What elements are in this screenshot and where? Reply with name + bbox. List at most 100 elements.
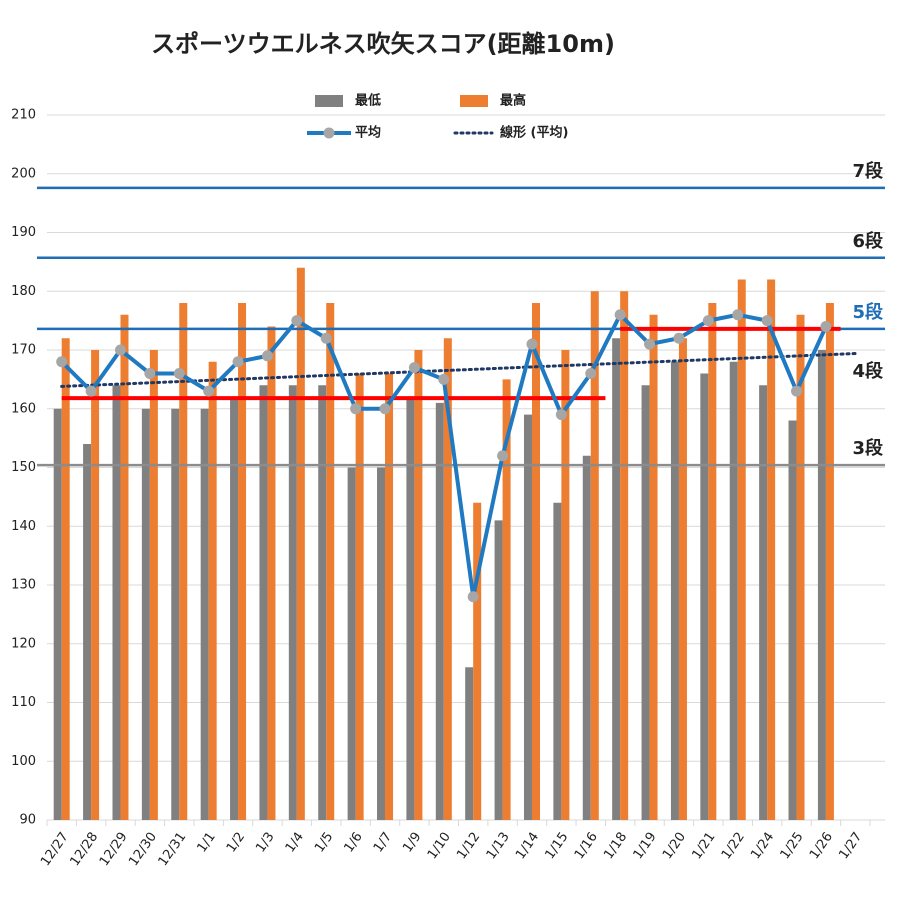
bar — [230, 397, 239, 820]
x-tick-label: 1/21 — [689, 830, 718, 863]
x-tick-label: 1/3 — [253, 830, 277, 856]
y-tick-label: 90 — [19, 813, 36, 828]
avg-marker — [144, 368, 156, 379]
bar — [737, 279, 746, 820]
x-tick-label: 12/30 — [126, 830, 160, 869]
bar — [670, 361, 679, 820]
x-tick-label: 1/5 — [312, 830, 336, 856]
legend-label: 最低 — [355, 93, 381, 109]
bar — [502, 379, 511, 820]
x-tick-label: 1/19 — [631, 830, 660, 863]
legend-swatch — [315, 95, 343, 107]
x-tick-label: 1/15 — [542, 830, 571, 863]
avg-marker — [555, 409, 567, 421]
bar — [788, 420, 797, 820]
x-tick-label: 1/25 — [778, 830, 807, 863]
x-tick-label: 12/27 — [38, 830, 72, 869]
x-tick-label: 1/10 — [425, 830, 454, 863]
level-label: 5段 — [852, 301, 884, 323]
legend-swatch — [460, 95, 488, 107]
bar — [149, 350, 158, 820]
x-tick-label: 1/14 — [513, 830, 542, 863]
bar — [649, 314, 658, 820]
avg-marker — [291, 315, 303, 327]
x-tick-label: 1/22 — [719, 830, 748, 863]
avg-marker — [85, 385, 97, 397]
bar — [377, 467, 386, 820]
bar — [767, 279, 776, 820]
bar — [620, 291, 629, 820]
y-tick-label: 140 — [11, 519, 36, 534]
bar — [612, 338, 621, 820]
avg-marker — [350, 403, 362, 415]
y-tick-label: 120 — [11, 636, 36, 651]
bar — [61, 338, 70, 820]
bar — [347, 467, 356, 820]
bar — [641, 385, 650, 820]
x-tick-label: 1/7 — [371, 830, 395, 856]
avg-marker — [673, 332, 685, 344]
y-tick-label: 210 — [11, 108, 36, 123]
chart-title: スポーツウエルネス吹矢スコア(距離10m) — [151, 30, 615, 58]
bar — [473, 502, 482, 820]
avg-marker — [203, 385, 215, 397]
x-tick-label: 1/12 — [454, 830, 483, 863]
avg-marker — [614, 309, 626, 321]
x-tick-label: 1/16 — [572, 830, 601, 863]
bar — [708, 303, 717, 820]
bar — [326, 303, 335, 820]
avg-marker — [702, 315, 714, 327]
bar — [318, 385, 327, 820]
y-tick-label: 150 — [11, 460, 36, 475]
avg-marker — [320, 332, 332, 344]
bar — [267, 326, 276, 820]
x-tick-label: 1/24 — [748, 830, 777, 863]
bar — [590, 291, 599, 820]
bar — [729, 361, 738, 820]
bar — [494, 520, 503, 820]
bar — [355, 373, 364, 820]
y-tick-label: 130 — [11, 578, 36, 593]
avg-marker — [467, 591, 479, 603]
bar — [531, 303, 540, 820]
bar — [443, 338, 452, 820]
bar — [678, 338, 687, 820]
bar — [465, 667, 474, 820]
bar — [53, 408, 62, 820]
x-tick-label: 12/31 — [156, 830, 190, 869]
bar — [171, 408, 180, 820]
bar — [523, 414, 532, 820]
bar — [200, 408, 209, 820]
y-tick-label: 180 — [11, 284, 36, 299]
x-tick-label: 12/28 — [67, 830, 101, 869]
x-tick-label: 12/29 — [97, 830, 131, 869]
x-tick-label: 1/27 — [836, 830, 865, 863]
level-label: 7段 — [852, 160, 884, 182]
bar — [259, 385, 268, 820]
bar — [112, 385, 121, 820]
bar — [296, 267, 305, 820]
avg-marker — [114, 344, 126, 356]
y-tick-label: 190 — [11, 225, 36, 240]
bar — [91, 350, 100, 820]
avg-marker — [526, 338, 538, 350]
avg-marker — [761, 315, 773, 327]
avg-marker — [585, 368, 597, 379]
y-tick-label: 110 — [11, 695, 36, 710]
bar — [796, 314, 805, 820]
y-tick-label: 170 — [11, 343, 36, 358]
legend-label: 最高 — [500, 93, 526, 109]
avg-marker — [732, 309, 744, 321]
x-tick-label: 1/26 — [807, 830, 836, 863]
avg-marker — [820, 321, 832, 332]
bar — [385, 373, 394, 820]
bar — [700, 373, 709, 820]
bar — [414, 350, 423, 820]
bar — [817, 350, 826, 820]
legend-label: 線形 (平均) — [500, 125, 568, 141]
bar — [179, 303, 188, 820]
avg-marker — [261, 350, 273, 362]
level-label: 4段 — [852, 360, 884, 382]
bar — [406, 397, 415, 820]
